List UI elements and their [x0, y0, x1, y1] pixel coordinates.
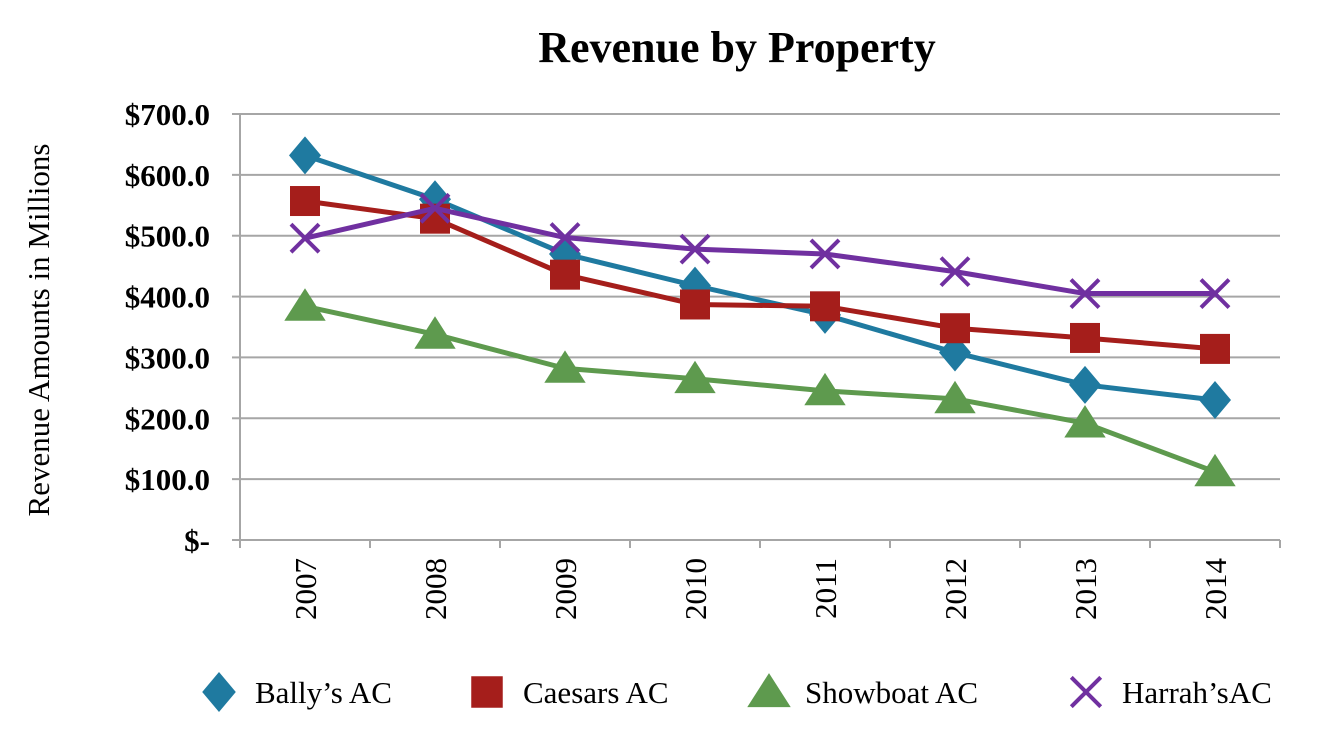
legend-marker	[747, 673, 791, 708]
x-marker-stroke	[1199, 278, 1231, 309]
y-tick-label: $100.0	[125, 462, 210, 497]
x-marker-stroke	[679, 233, 711, 265]
data-point	[550, 259, 580, 290]
series-line	[304, 303, 1216, 475]
series-line	[304, 198, 1216, 352]
x-tick-label: 2011	[808, 558, 843, 619]
x-tick-label: 2007	[288, 558, 323, 620]
legend-marker	[471, 676, 503, 708]
data-point	[809, 238, 841, 270]
series-diamond	[289, 136, 1231, 420]
data-point	[1064, 405, 1106, 438]
legend-label: Bally’s AC	[255, 675, 392, 710]
x-marker-stroke	[1069, 675, 1103, 709]
data-point	[934, 380, 976, 414]
data-point	[284, 288, 326, 321]
x-marker-stroke	[549, 222, 581, 253]
data-point	[939, 256, 971, 288]
data-point	[1200, 333, 1230, 364]
x-marker-stroke	[939, 256, 971, 288]
axes	[232, 113, 1281, 548]
data-point	[289, 222, 321, 254]
y-axis-label: Revenue Amounts in Millions	[21, 144, 56, 517]
y-tick-label: $300.0	[125, 340, 210, 375]
legend-item: Harrah’sAC	[1069, 675, 1272, 710]
data-point	[810, 291, 840, 322]
data-point	[419, 192, 451, 224]
series-square	[290, 186, 1230, 364]
legend-marker	[1069, 675, 1103, 709]
y-tick-label: $400.0	[125, 280, 210, 315]
x-tick-labels: 2007 2008 2009 2010 2011 2012 2013 2014	[288, 558, 1233, 621]
y-tick-label: $200.0	[125, 401, 210, 436]
data-point	[290, 186, 320, 217]
legend: Bally’s AC Caesars AC Showboat AC Harrah’sA…	[202, 672, 1272, 712]
data-point	[1199, 381, 1231, 420]
x-tick-label: 2008	[418, 558, 453, 620]
y-tick-label: $-	[184, 523, 210, 558]
series-x	[289, 192, 1231, 309]
y-tick-label: $700.0	[125, 97, 210, 132]
data-point	[1199, 278, 1231, 309]
y-tick-label: $600.0	[125, 158, 210, 193]
legend-marker	[202, 672, 236, 712]
legend-item: Caesars AC	[471, 675, 669, 710]
data-point	[1069, 365, 1101, 404]
gridlines	[240, 113, 1280, 481]
data-point	[804, 372, 846, 406]
data-point	[549, 222, 581, 253]
series-line	[304, 153, 1216, 403]
y-tick-labels: $- $100.0 $200.0 $300.0 $400.0 $500.0 $600.0 $7…	[125, 97, 210, 558]
series-triangle	[284, 288, 1236, 487]
x-marker-stroke	[419, 192, 451, 224]
data-point	[414, 316, 456, 349]
data-point	[1069, 278, 1101, 309]
data-point	[544, 350, 586, 383]
x-marker-stroke	[289, 222, 321, 254]
chart-title: Revenue by Property	[538, 23, 936, 72]
data-point	[1194, 453, 1236, 487]
legend-item: Showboat AC	[747, 673, 978, 710]
data-point	[289, 136, 321, 175]
data-point	[679, 233, 711, 265]
x-tick-label: 2014	[1198, 558, 1233, 621]
data-point	[674, 360, 716, 394]
series-layer	[284, 136, 1236, 487]
data-point	[1070, 322, 1100, 353]
x-marker-stroke	[809, 238, 841, 270]
x-tick-label: 2010	[678, 558, 713, 620]
legend-label: Caesars AC	[523, 675, 669, 710]
series-line	[304, 205, 1215, 297]
x-tick-label: 2012	[938, 558, 973, 620]
y-tick-label: $500.0	[125, 219, 210, 254]
x-marker-stroke	[1069, 278, 1101, 309]
x-tick-label: 2009	[548, 558, 583, 620]
legend-label: Showboat AC	[805, 675, 978, 710]
data-point	[680, 289, 710, 320]
legend-item: Bally’s AC	[202, 672, 392, 712]
x-tick-label: 2013	[1068, 558, 1103, 620]
data-point	[940, 313, 970, 344]
legend-label: Harrah’sAC	[1122, 675, 1272, 710]
